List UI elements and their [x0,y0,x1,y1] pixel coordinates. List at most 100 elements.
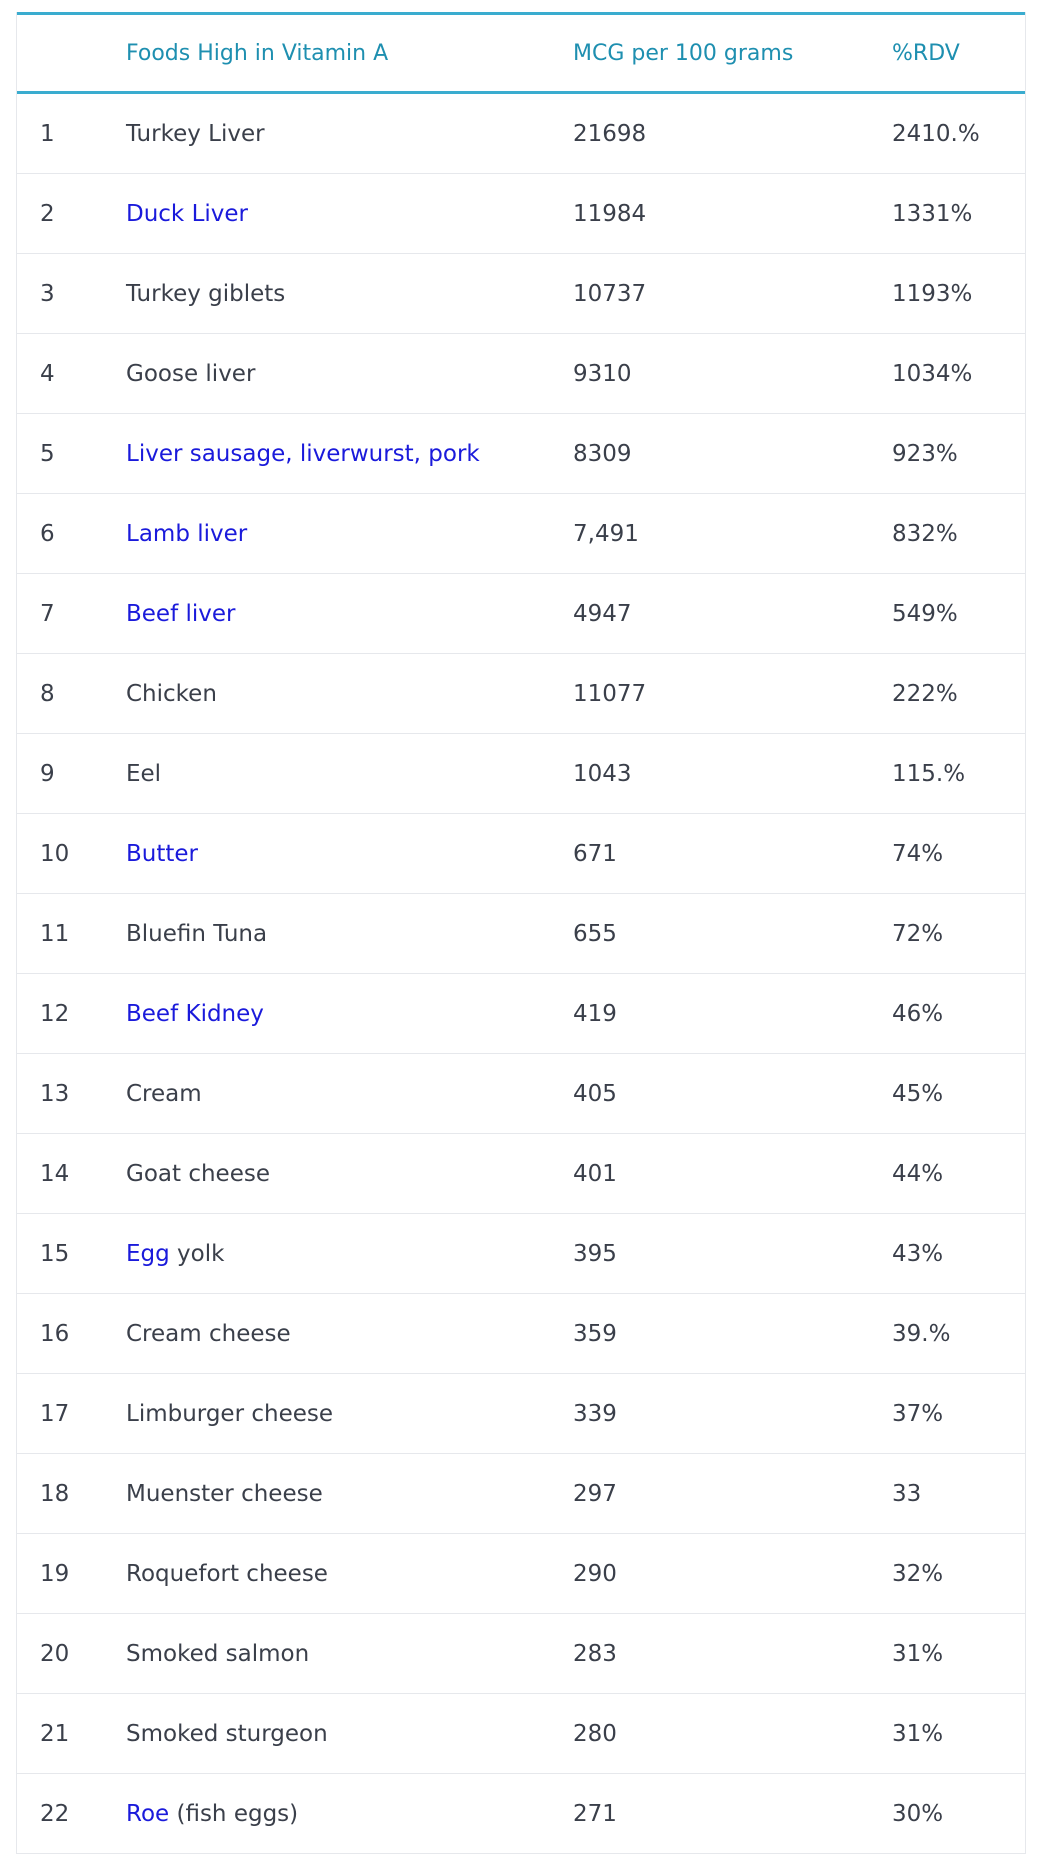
food-name-cell: Cream [126,1081,573,1107]
mcg-value: 9310 [573,360,632,387]
food-name-cell: Chicken [126,681,573,707]
food-link[interactable]: Roe [126,1800,170,1827]
food-name-cell: Duck Liver [126,201,573,227]
row-number: 13 [40,1080,70,1107]
table-row: 13 Cream 405 45% [17,1054,1025,1134]
mcg-value: 419 [573,1000,617,1027]
rdv-value: 74% [892,840,944,867]
table-top-rule [17,12,1025,15]
table-row: 4 Goose liver 9310 1034% [17,334,1025,414]
table-row: 21 Smoked sturgeon 280 31% [17,1694,1025,1774]
food-name-cell: Roe (fish eggs) [126,1801,573,1827]
table-row: 18 Muenster cheese 297 33 [17,1454,1025,1534]
mcg-value: 8309 [573,440,632,467]
row-number: 15 [40,1240,70,1267]
table-row: 6 Lamb liver 7,491 832% [17,494,1025,574]
food-text: Smoked salmon [126,1640,310,1667]
food-link[interactable]: Egg [126,1240,170,1267]
rdv-value: 923% [892,440,958,467]
food-text: Turkey giblets [126,280,286,307]
mcg-value: 21698 [573,120,647,147]
food-link[interactable]: Liver sausage, liverwurst, pork [126,440,480,467]
food-text: Muenster cheese [126,1480,323,1507]
table-row: 14 Goat cheese 401 44% [17,1134,1025,1214]
table-row: 12 Beef Kidney 419 46% [17,974,1025,1054]
row-number: 11 [40,920,70,947]
mcg-value: 297 [573,1480,617,1507]
table-row: 11 Bluefin Tuna 655 72% [17,894,1025,974]
row-number: 4 [40,360,55,387]
row-number: 8 [40,680,55,707]
table-row: 22 Roe (fish eggs) 271 30% [17,1774,1025,1854]
food-name-cell: Limburger cheese [126,1401,573,1427]
mcg-value: 11984 [573,200,647,227]
row-number: 7 [40,600,55,627]
rdv-value: 222% [892,680,958,707]
food-name-cell: Goose liver [126,361,573,387]
table-row: 7 Beef liver 4947 549% [17,574,1025,654]
row-number: 21 [40,1720,70,1747]
row-number: 6 [40,520,55,547]
rdv-value: 43% [892,1240,944,1267]
food-link[interactable]: Butter [126,840,198,867]
header-rdv: %RDV [892,40,960,66]
rdv-value: 1331% [892,200,973,227]
rdv-value: 31% [892,1640,944,1667]
header-mcg: MCG per 100 grams [573,40,794,66]
row-number: 12 [40,1000,70,1027]
row-number: 20 [40,1640,70,1667]
row-number: 16 [40,1320,70,1347]
table-row: 15 Egg yolk 395 43% [17,1214,1025,1294]
mcg-value: 290 [573,1560,617,1587]
rdv-value: 1034% [892,360,973,387]
table-header-row: Foods High in Vitamin A MCG per 100 gram… [17,15,1025,94]
mcg-value: 283 [573,1640,617,1667]
food-link[interactable]: Lamb liver [126,520,248,547]
food-name-cell: Eel [126,761,573,787]
food-link[interactable]: Duck Liver [126,200,248,227]
mcg-value: 671 [573,840,617,867]
rdv-value: 549% [892,600,958,627]
food-name-cell: Goat cheese [126,1161,573,1187]
rdv-value: 37% [892,1400,944,1427]
mcg-value: 7,491 [573,520,639,547]
row-number: 2 [40,200,55,227]
vitamin-a-table: Foods High in Vitamin A MCG per 100 gram… [16,12,1026,1854]
food-name-cell: Beef Kidney [126,1001,573,1027]
food-name-cell: Turkey giblets [126,281,573,307]
mcg-value: 395 [573,1240,617,1267]
row-number: 3 [40,280,55,307]
mcg-value: 4947 [573,600,632,627]
food-text: Roquefort cheese [126,1560,328,1587]
food-link[interactable]: Beef Kidney [126,1000,264,1027]
food-text: Limburger cheese [126,1400,334,1427]
mcg-value: 339 [573,1400,617,1427]
mcg-value: 1043 [573,760,632,787]
table-row: 16 Cream cheese 359 39.% [17,1294,1025,1374]
table-row: 3 Turkey giblets 10737 1193% [17,254,1025,334]
table-row: 19 Roquefort cheese 290 32% [17,1534,1025,1614]
rdv-value: 30% [892,1800,944,1827]
mcg-value: 401 [573,1160,617,1187]
food-name-cell: Turkey Liver [126,121,573,147]
food-text: Goose liver [126,360,256,387]
table-row: 2 Duck Liver 11984 1331% [17,174,1025,254]
row-number: 19 [40,1560,70,1587]
food-name-cell: Beef liver [126,601,573,627]
rdv-value: 44% [892,1160,944,1187]
food-text: (fish eggs) [169,1800,299,1827]
food-name-cell: Muenster cheese [126,1481,573,1507]
food-text: Cream [126,1080,202,1107]
food-text: Chicken [126,680,217,707]
food-link[interactable]: Beef liver [126,600,236,627]
table-body: 1 Turkey Liver 21698 2410.% 2 Duck Liver 11984… [17,94,1025,1854]
food-text: Eel [126,760,162,787]
row-number: 10 [40,840,70,867]
food-text: Bluefin Tuna [126,920,268,947]
rdv-value: 832% [892,520,958,547]
food-name-cell: Smoked salmon [126,1641,573,1667]
food-text: yolk [169,1240,225,1267]
mcg-value: 280 [573,1720,617,1747]
food-name-cell: Egg yolk [126,1241,573,1267]
row-number: 5 [40,440,55,467]
